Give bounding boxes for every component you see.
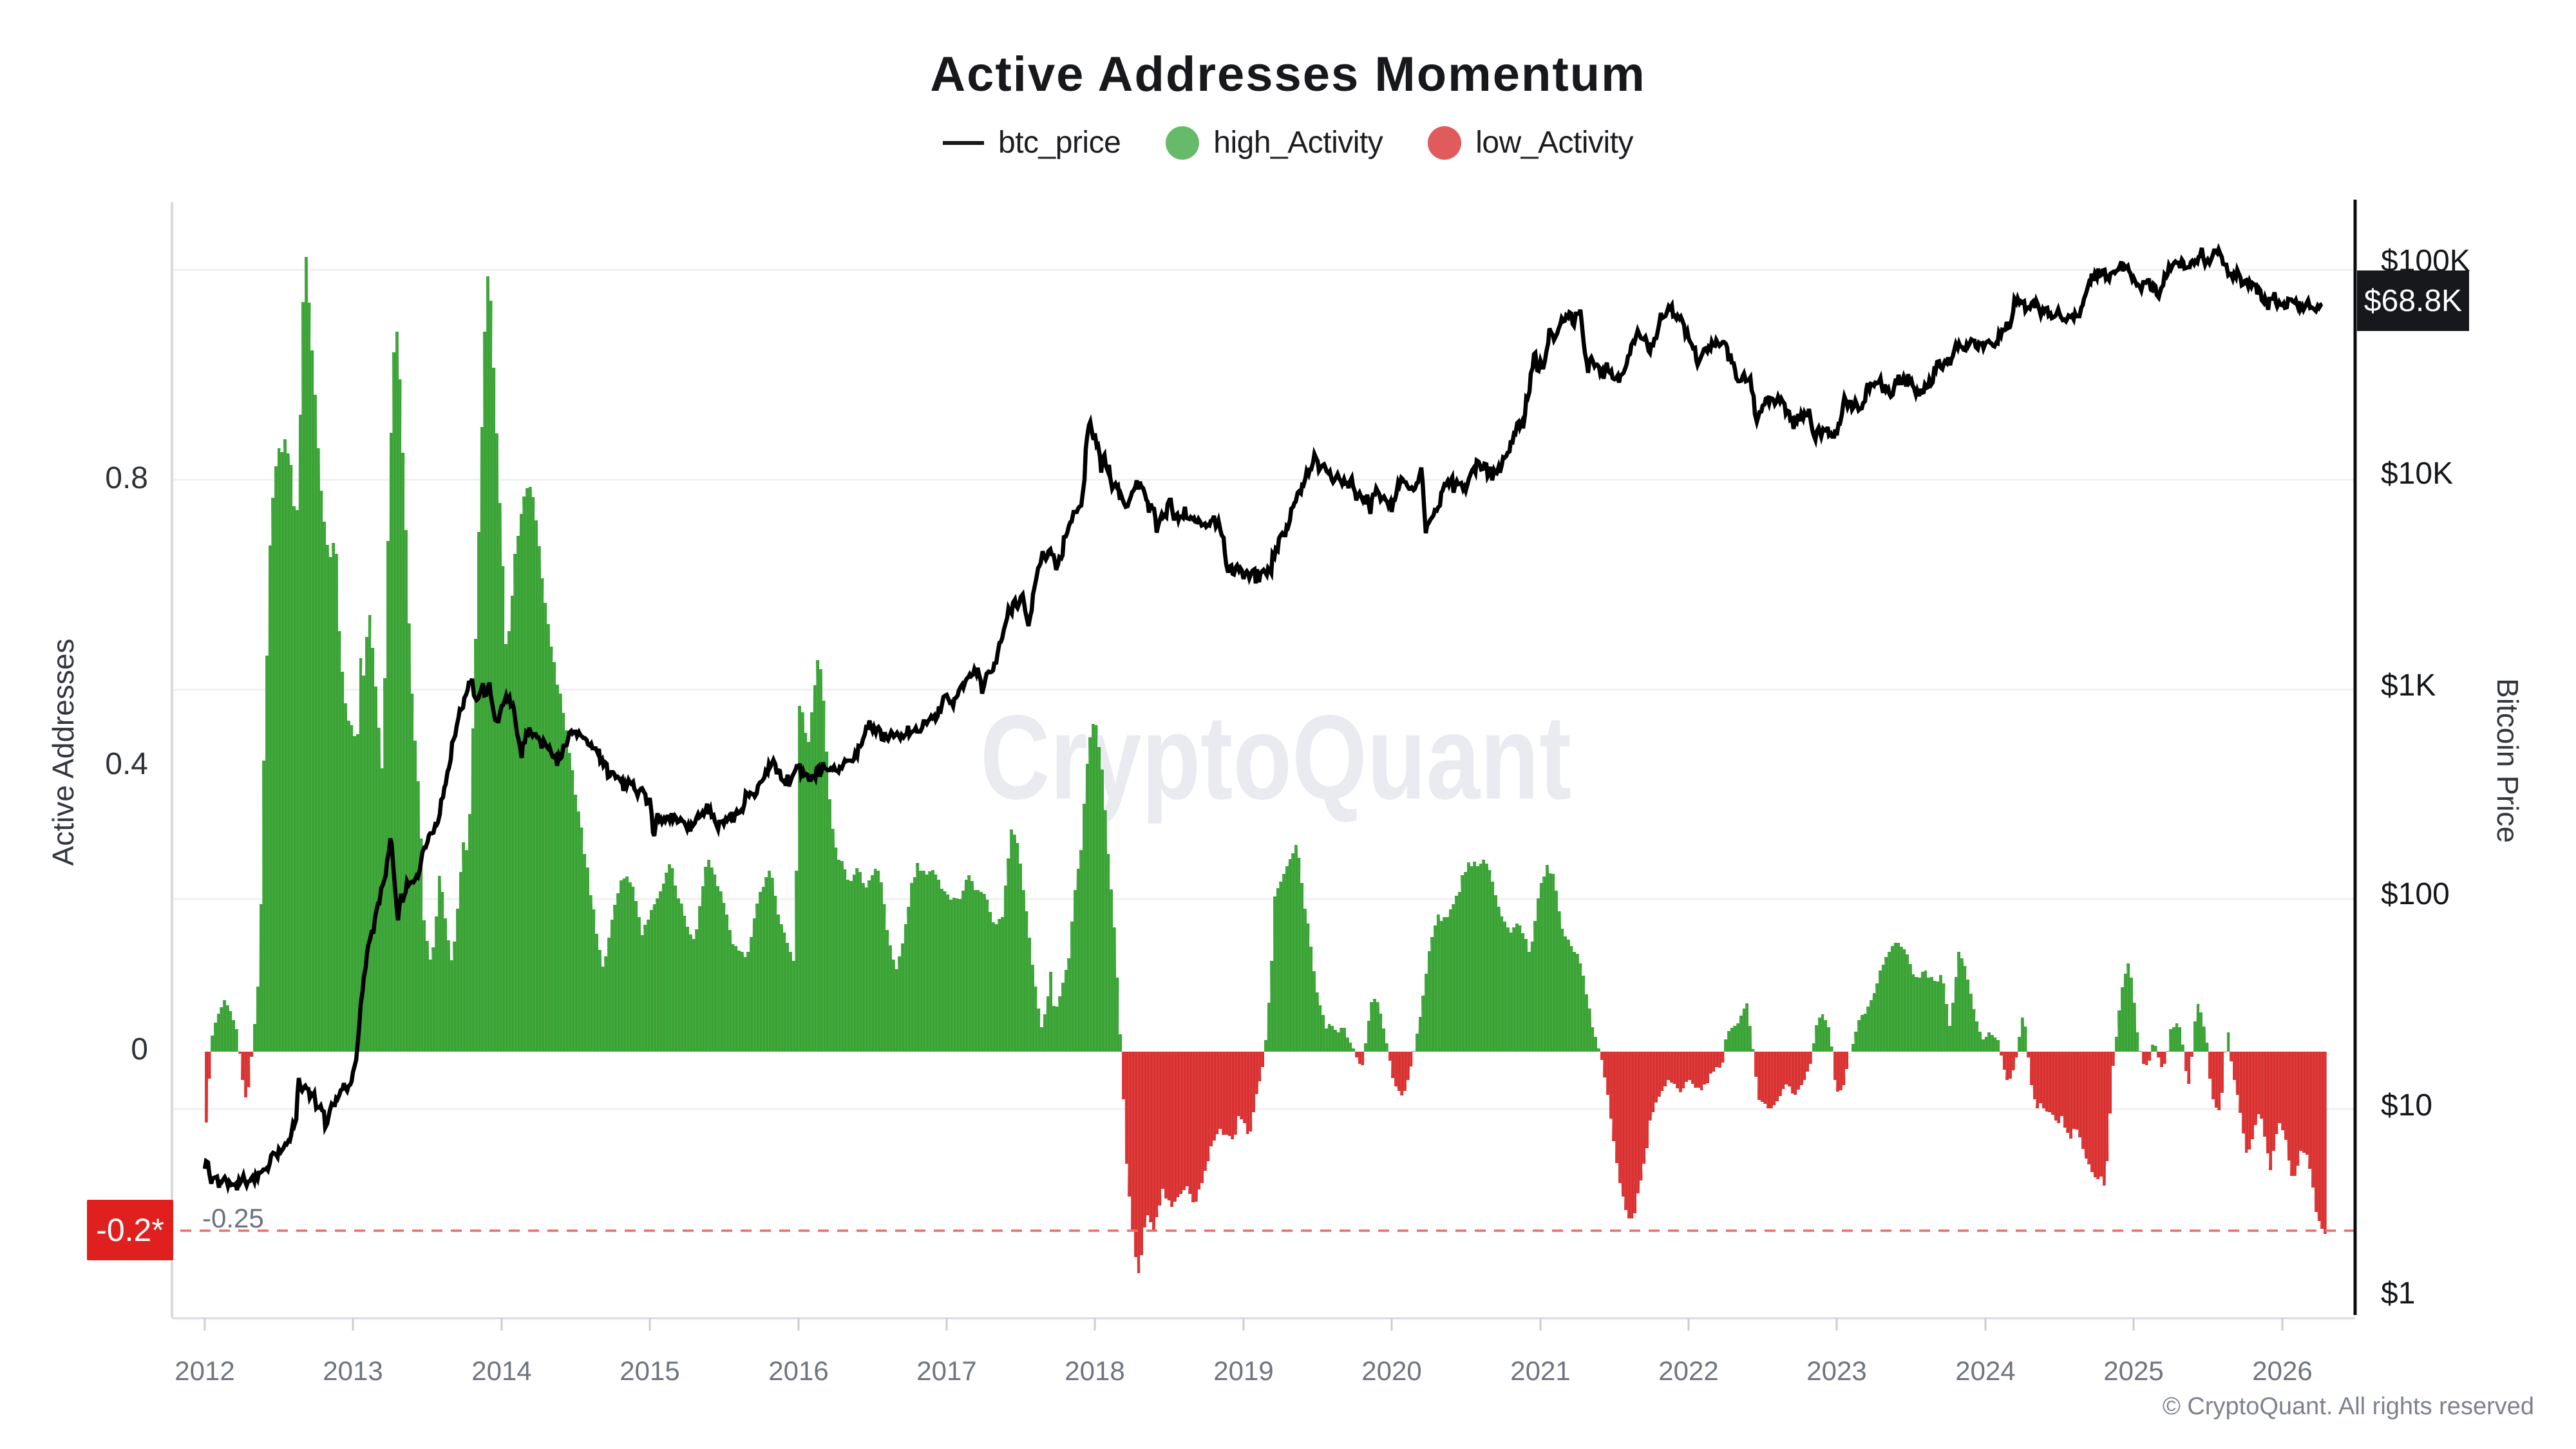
svg-text:2021: 2021 (1510, 1356, 1570, 1386)
svg-text:2026: 2026 (2252, 1356, 2312, 1386)
svg-text:CryptoQuant: CryptoQuant (980, 691, 1571, 824)
svg-text:2012: 2012 (175, 1356, 234, 1386)
svg-text:$100: $100 (2381, 877, 2450, 911)
svg-text:2022: 2022 (1658, 1356, 1718, 1386)
svg-text:2016: 2016 (768, 1356, 828, 1386)
svg-text:-0.2*: -0.2* (96, 1212, 164, 1248)
svg-text:Bitcoin Price: Bitcoin Price (2491, 678, 2524, 843)
svg-text:$68.8K: $68.8K (2364, 284, 2462, 318)
svg-text:2019: 2019 (1213, 1356, 1273, 1386)
svg-text:0.4: 0.4 (105, 747, 148, 781)
svg-text:$1: $1 (2381, 1276, 2415, 1311)
svg-text:2023: 2023 (1806, 1356, 1866, 1386)
svg-text:2013: 2013 (323, 1356, 383, 1386)
svg-text:$10K: $10K (2381, 457, 2453, 491)
svg-text:-0.25: -0.25 (202, 1203, 264, 1233)
svg-text:2017: 2017 (916, 1356, 976, 1386)
svg-text:2015: 2015 (620, 1356, 679, 1386)
svg-text:2014: 2014 (471, 1356, 531, 1386)
svg-text:$10: $10 (2381, 1088, 2432, 1122)
svg-text:$1K: $1K (2381, 668, 2436, 703)
svg-text:2024: 2024 (1955, 1356, 2015, 1386)
svg-text:0.8: 0.8 (105, 461, 148, 495)
svg-text:2018: 2018 (1065, 1356, 1124, 1386)
svg-text:2025: 2025 (2103, 1356, 2163, 1386)
svg-text:© CryptoQuant. All rights rese: © CryptoQuant. All rights reserved (2163, 1393, 2534, 1420)
svg-text:2020: 2020 (1361, 1356, 1421, 1386)
svg-text:0: 0 (131, 1032, 148, 1066)
svg-text:Active Addresses: Active Addresses (46, 639, 80, 866)
